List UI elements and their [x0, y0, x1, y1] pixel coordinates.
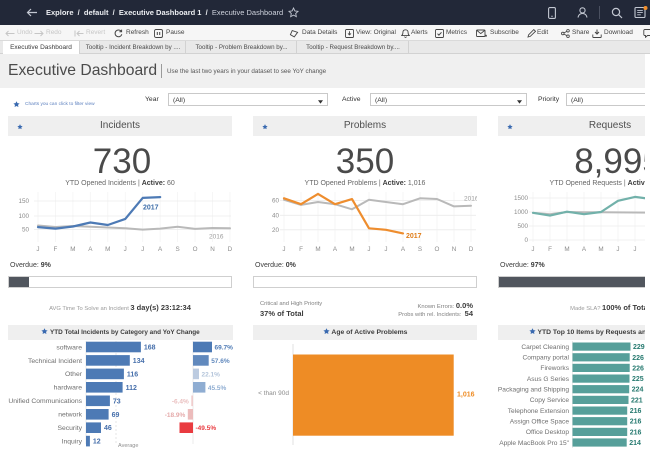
svg-text:F: F: [54, 246, 58, 252]
svg-text:D: D: [228, 246, 232, 252]
svg-text:Fireworks: Fireworks: [540, 365, 569, 372]
svg-text:J: J: [124, 246, 127, 252]
svg-text:network: network: [58, 412, 82, 419]
svg-text:100: 100: [18, 213, 29, 220]
svg-text:150: 150: [18, 198, 29, 205]
svg-text:Inquiry: Inquiry: [62, 438, 83, 445]
svg-text:Assign Office Space: Assign Office Space: [510, 419, 570, 426]
svg-text:60: 60: [272, 198, 280, 205]
svg-text:J: J: [282, 246, 285, 252]
svg-text:hardware: hardware: [54, 385, 83, 392]
svg-text:A: A: [401, 246, 406, 252]
svg-text:57.6%: 57.6%: [211, 358, 230, 365]
svg-text:M: M: [70, 246, 75, 252]
svg-text:J: J: [36, 246, 39, 252]
svg-text:-18.9%: -18.9%: [165, 412, 186, 419]
svg-text:-6.4%: -6.4%: [172, 398, 189, 405]
svg-text:134: 134: [133, 358, 145, 365]
svg-text:69.7%: 69.7%: [215, 345, 234, 352]
svg-text:50: 50: [22, 227, 30, 234]
svg-text:500: 500: [517, 223, 528, 230]
svg-text:22.1%: 22.1%: [202, 371, 221, 378]
svg-text:226: 226: [632, 355, 644, 362]
svg-text:221: 221: [631, 397, 643, 404]
svg-text:J: J: [141, 246, 144, 252]
svg-text:A: A: [158, 246, 163, 252]
svg-text:Other: Other: [65, 371, 83, 378]
svg-text:D: D: [469, 246, 474, 252]
svg-text:S: S: [418, 246, 422, 252]
svg-text:M: M: [564, 246, 569, 252]
svg-text:Copy Service: Copy Service: [530, 397, 570, 404]
svg-text:Asus G Series: Asus G Series: [527, 376, 570, 383]
svg-text:software: software: [56, 344, 82, 351]
svg-text:Telephone Extension: Telephone Extension: [508, 408, 570, 415]
svg-text:2016: 2016: [464, 196, 477, 203]
svg-text:226: 226: [632, 365, 644, 372]
svg-text:45.5%: 45.5%: [208, 385, 227, 392]
svg-text:1,016: 1,016: [457, 392, 475, 399]
svg-text:J: J: [367, 246, 370, 252]
svg-text:A: A: [333, 246, 338, 252]
svg-text:S: S: [175, 246, 179, 252]
svg-text:F: F: [299, 246, 303, 252]
svg-text:O: O: [193, 246, 198, 252]
svg-text:Average: Average: [118, 443, 138, 449]
svg-text:0: 0: [524, 237, 528, 244]
svg-text:168: 168: [144, 345, 156, 352]
svg-text:2017: 2017: [143, 205, 159, 212]
svg-text:40: 40: [272, 213, 280, 220]
svg-text:-49.5%: -49.5%: [196, 425, 217, 432]
svg-text:214: 214: [629, 440, 641, 447]
svg-text:Apple MacBook Pro 15": Apple MacBook Pro 15": [499, 440, 569, 447]
svg-text:224: 224: [632, 387, 644, 394]
svg-text:J: J: [633, 246, 636, 252]
svg-text:J: J: [616, 246, 619, 252]
svg-text:N: N: [452, 246, 457, 252]
svg-text:69: 69: [112, 412, 120, 419]
svg-text:N: N: [210, 246, 215, 252]
svg-text:1500: 1500: [514, 195, 529, 202]
svg-text:12: 12: [93, 439, 101, 446]
svg-text:J: J: [531, 246, 534, 252]
svg-text:O: O: [435, 246, 440, 252]
svg-text:M: M: [598, 246, 603, 252]
svg-text:Company portal: Company portal: [522, 355, 569, 362]
svg-text:2017: 2017: [406, 233, 422, 240]
svg-text:216: 216: [630, 429, 642, 436]
svg-text:Carpet Cleaning: Carpet Cleaning: [521, 344, 569, 351]
svg-text:A: A: [582, 246, 587, 252]
svg-text:73: 73: [113, 398, 121, 405]
svg-text:216: 216: [630, 408, 642, 415]
svg-text:F: F: [548, 246, 552, 252]
svg-text:46: 46: [104, 425, 112, 432]
svg-text:Office Desktop: Office Desktop: [526, 429, 569, 436]
svg-text:112: 112: [126, 385, 137, 392]
svg-text:J: J: [384, 246, 387, 252]
svg-text:Security: Security: [57, 425, 82, 432]
svg-text:< than 90d: < than 90d: [258, 390, 289, 397]
svg-text:M: M: [105, 246, 110, 252]
svg-text:Packaging and Shipping: Packaging and Shipping: [498, 387, 569, 394]
svg-text:216: 216: [630, 419, 642, 426]
svg-text:20: 20: [272, 227, 280, 234]
svg-text:116: 116: [127, 371, 138, 378]
svg-text:229: 229: [633, 344, 645, 351]
svg-text:M: M: [315, 246, 320, 252]
svg-text:1000: 1000: [514, 209, 529, 216]
svg-text:225: 225: [632, 376, 644, 383]
svg-text:2016: 2016: [209, 234, 224, 241]
svg-text:A: A: [88, 246, 93, 252]
svg-text:Unified Communications: Unified Communications: [8, 398, 82, 405]
svg-text:M: M: [349, 246, 354, 252]
svg-text:Technical Incident: Technical Incident: [28, 358, 82, 365]
